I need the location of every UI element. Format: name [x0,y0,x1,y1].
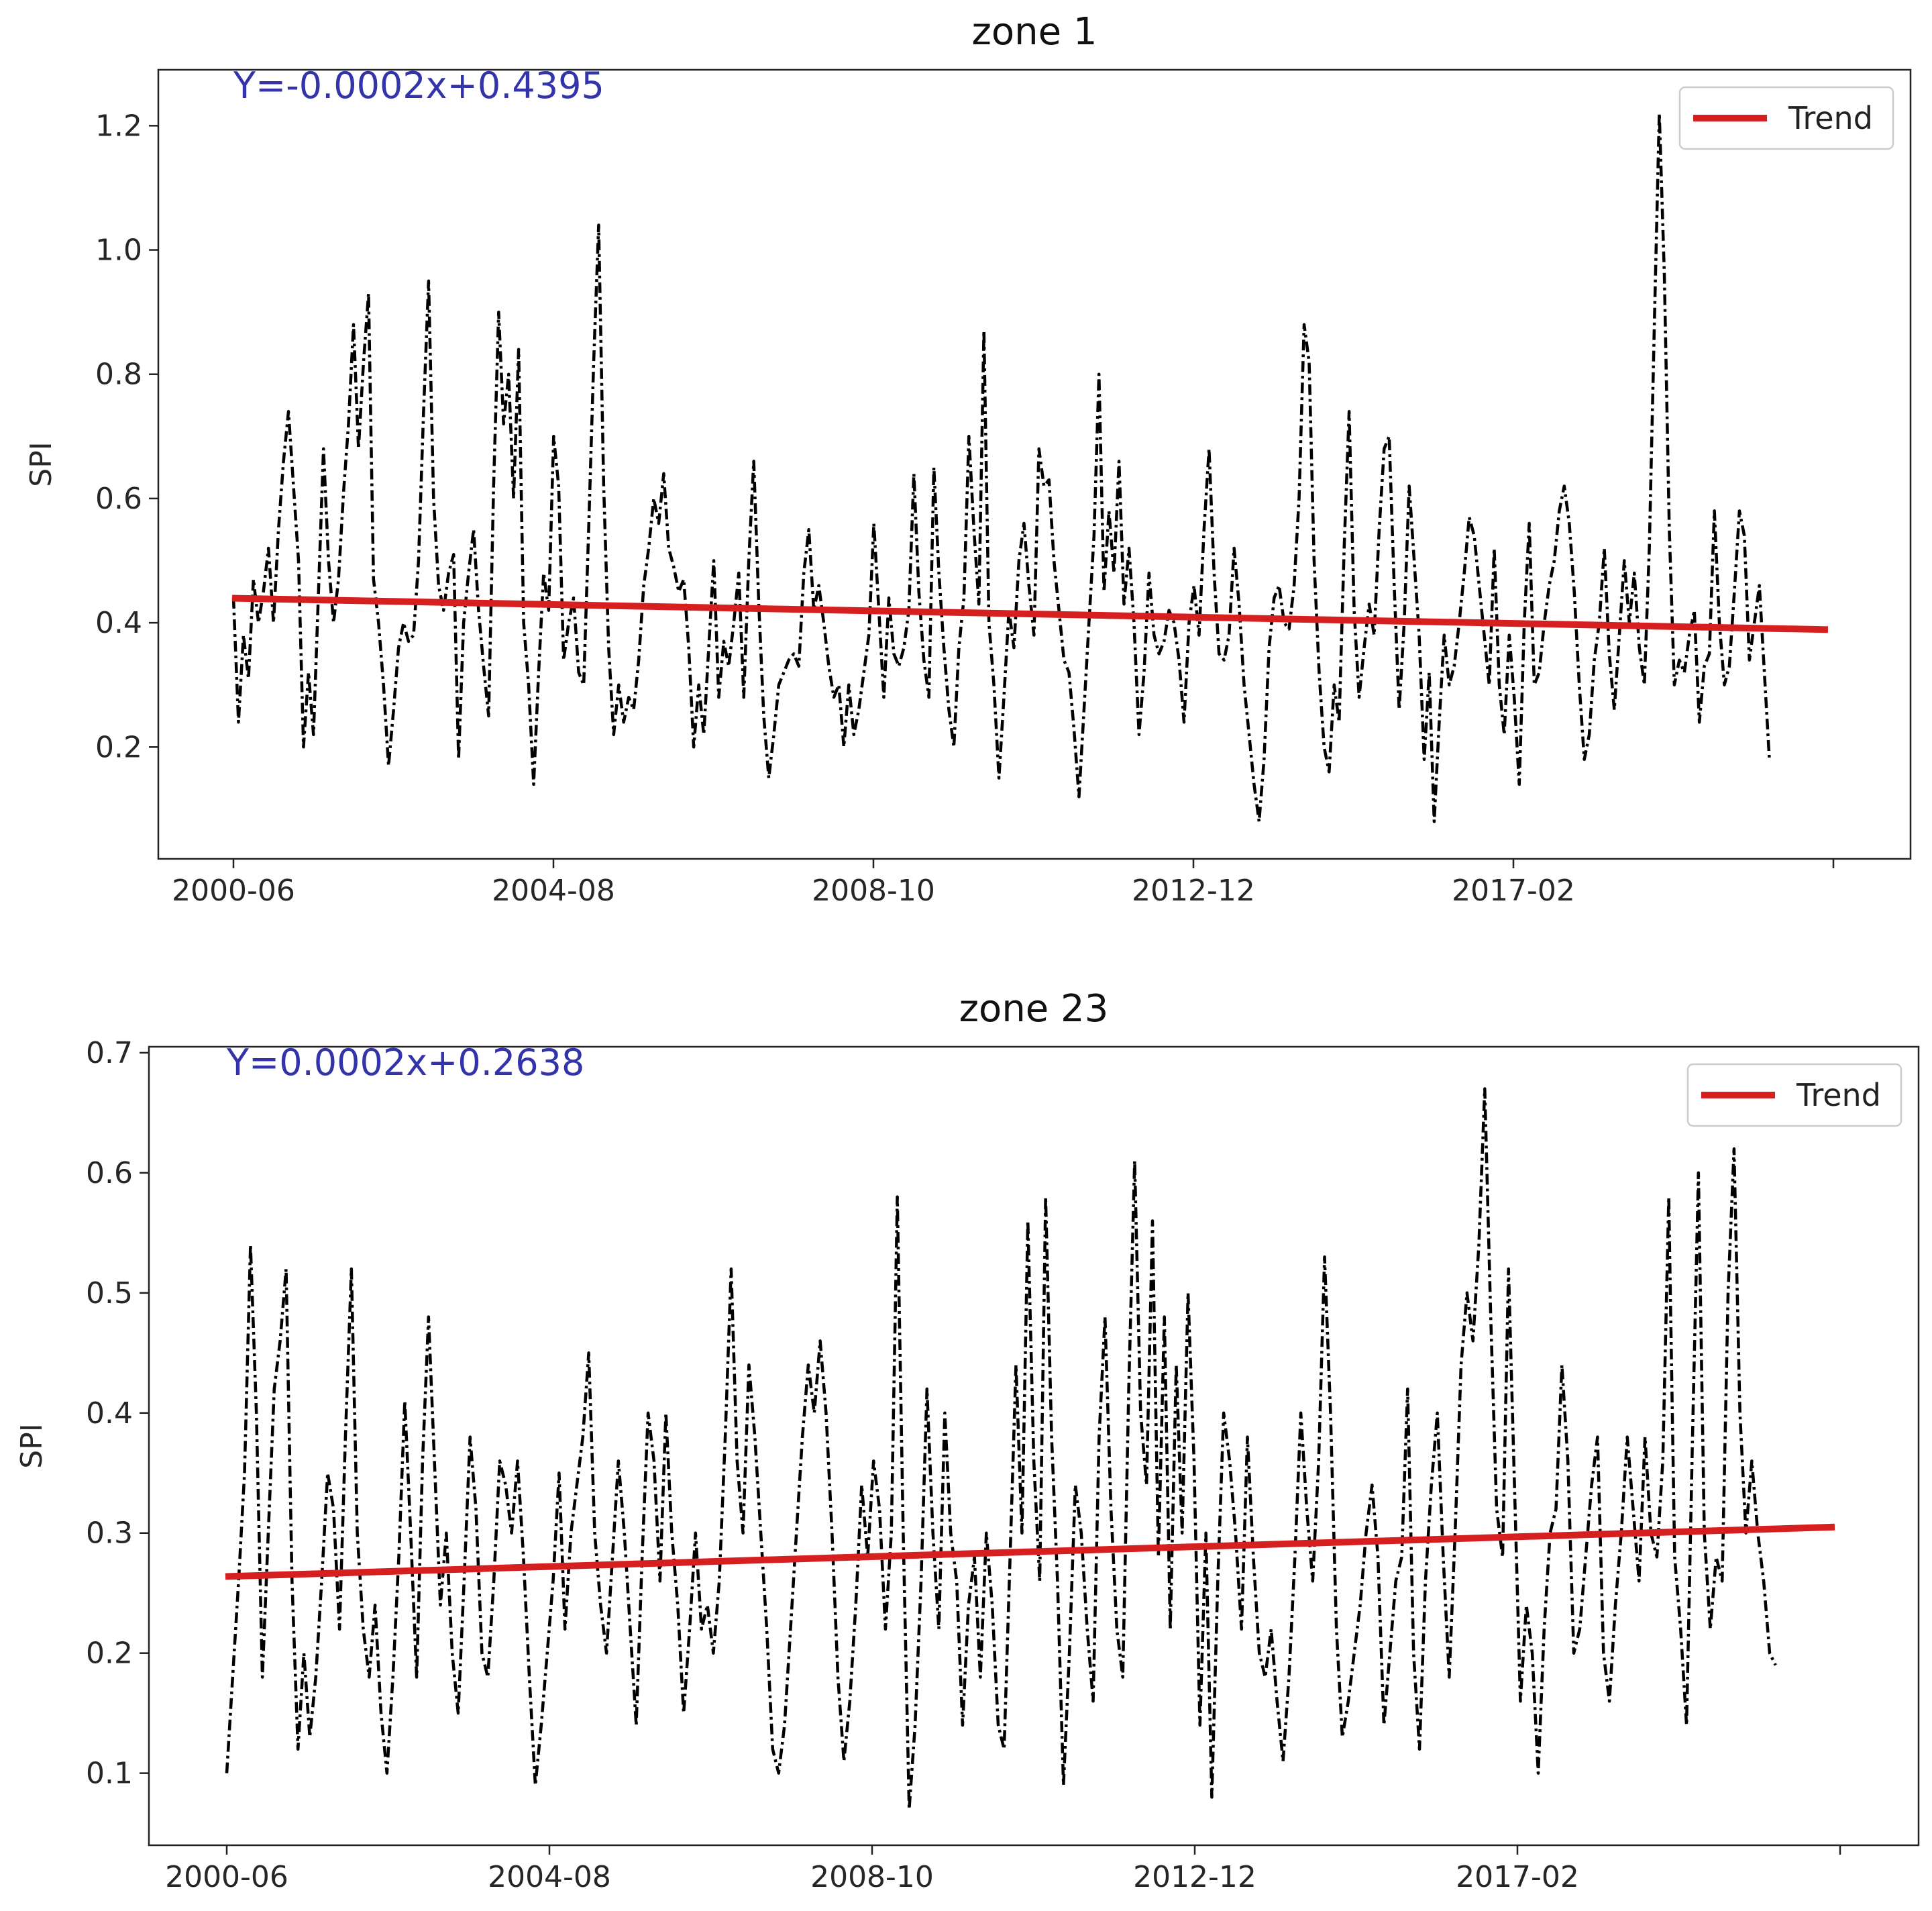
y-tick-label: 0.4 [95,606,142,640]
legend-box [1678,86,1894,150]
plot-frame [148,1045,1920,1847]
x-tick-label: 2004-08 [488,1860,611,1894]
plot-frame [157,68,1912,860]
y-tick-label: 0.4 [86,1396,133,1431]
spi-series-line [225,1087,1777,1811]
chart-title: zone 1 [971,10,1097,54]
y-tick-label: 0.6 [95,482,142,516]
y-tick-label: 0.3 [86,1516,133,1551]
y-tick-label: 1.0 [95,234,142,268]
trend-line [225,1523,1835,1580]
spi-series-line [231,111,1771,823]
y-tick-label: 0.2 [86,1637,133,1671]
legend-box [1686,1063,1902,1127]
x-tick-label: 2008-10 [812,874,935,908]
y-tick-label: 1.2 [95,109,142,143]
y-axis-label: SPI [15,1423,49,1468]
legend: Trend [1678,86,1894,150]
x-tick-label: 2012-12 [1132,874,1255,908]
x-tick-label: 2017-02 [1452,874,1575,908]
legend: Trend [1686,1063,1902,1127]
legend-label: Trend [1796,1077,1881,1113]
chart-title: zone 23 [959,987,1109,1031]
x-tick-label: 2017-02 [1456,1860,1579,1894]
x-tick-label: 2012-12 [1133,1860,1256,1894]
y-axis-label: SPI [24,442,58,486]
y-tick-label: 0.6 [86,1156,133,1190]
x-tick-label: 2008-10 [810,1860,934,1894]
trend-equation: Y=-0.0002x+0.4395 [233,64,604,107]
x-tick-label: 2000-06 [172,874,295,908]
chart-zone-0: zone 1 0.2 0.4 0.6 0.8 1.0 1.2 2000-06 2004-08 20… [24,10,1912,908]
x-tick-label: 2004-08 [492,874,615,908]
y-tick-label: 0.5 [86,1276,133,1310]
y-tick-label: 0.2 [95,730,142,764]
trend-line [231,595,1829,633]
chart-zone-1: zone 23 0.1 0.2 0.3 0.4 0.5 0.6 0.7 2000-06 2004-… [15,987,1920,1894]
x-tick-label: 2000-06 [165,1860,288,1894]
y-tick-label: 0.7 [86,1036,133,1070]
y-tick-label: 0.8 [95,358,142,392]
y-tick-label: 0.1 [86,1757,133,1791]
trend-equation: Y=0.0002x+0.2638 [226,1041,584,1084]
legend-label: Trend [1788,100,1873,136]
